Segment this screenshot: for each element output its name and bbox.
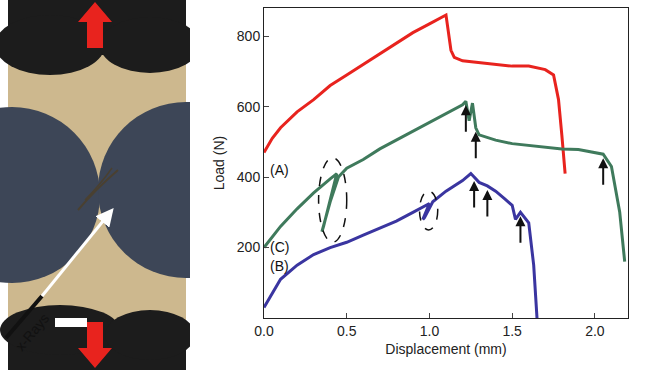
svg-text:0.5: 0.5 bbox=[337, 323, 357, 339]
svg-text:Load (N): Load (N) bbox=[211, 136, 227, 190]
svg-text:(C): (C) bbox=[270, 239, 289, 255]
svg-text:(B): (B) bbox=[270, 258, 289, 274]
svg-text:x-Rays: x-Rays bbox=[12, 310, 52, 354]
svg-text:1.0: 1.0 bbox=[420, 323, 440, 339]
svg-text:2.0: 2.0 bbox=[585, 323, 605, 339]
svg-text:1.5: 1.5 bbox=[502, 323, 522, 339]
svg-text:Displacement (mm): Displacement (mm) bbox=[385, 341, 506, 357]
svg-text:800: 800 bbox=[237, 28, 261, 44]
svg-text:(A): (A) bbox=[270, 162, 289, 178]
svg-text:600: 600 bbox=[237, 99, 261, 115]
svg-text:0.0: 0.0 bbox=[254, 323, 274, 339]
svg-text:400: 400 bbox=[237, 169, 261, 185]
svg-text:200: 200 bbox=[237, 239, 261, 255]
